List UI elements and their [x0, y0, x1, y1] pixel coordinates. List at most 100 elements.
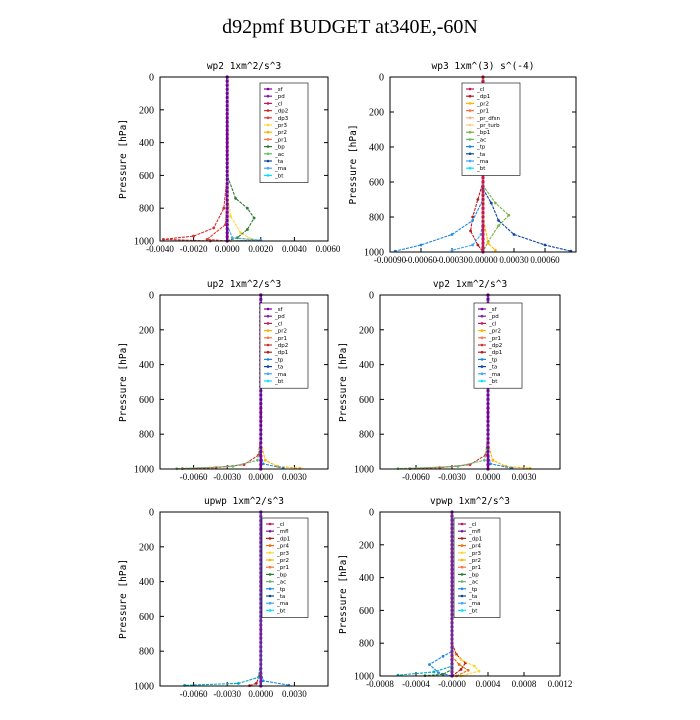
legend-entry: _bp	[274, 145, 285, 151]
legend-marker	[468, 166, 472, 170]
profile-marker	[259, 410, 263, 415]
series-point	[459, 668, 463, 671]
legend-entry: _dp1	[468, 536, 482, 542]
profile-marker	[259, 415, 263, 419]
legend-entry: _dp1	[488, 350, 502, 356]
x-tick-label: -0.0008	[366, 679, 394, 689]
profile-marker	[450, 584, 454, 588]
legend-marker	[266, 350, 270, 354]
profile-marker	[450, 617, 454, 621]
legend-entry: _sf	[488, 307, 498, 313]
profile-marker	[225, 182, 229, 186]
profile-marker	[225, 87, 229, 91]
legend-entry: _cl	[276, 522, 285, 528]
profile-marker	[259, 297, 263, 301]
profile-marker	[450, 592, 454, 596]
legend-entry: _cl	[488, 321, 497, 327]
legend-entry: _bp	[276, 572, 287, 578]
legend-entry: _ta	[274, 365, 283, 371]
series-point	[254, 681, 258, 685]
x-tick-label: -0.0040	[146, 244, 174, 254]
series-point	[489, 201, 493, 205]
profile-marker	[259, 575, 263, 579]
legend-marker	[268, 537, 272, 540]
y-axis-label: Pressure [hPa]	[338, 554, 349, 634]
profile-marker	[259, 389, 263, 393]
profile-marker	[486, 410, 490, 415]
legend-entry: _dp1	[276, 536, 290, 542]
y-tick-label: 200	[139, 325, 154, 336]
series-line	[176, 295, 262, 470]
profile-marker	[259, 423, 263, 428]
profile-marker	[259, 445, 263, 449]
profile-marker	[481, 224, 485, 228]
legend-entry: _dp1	[476, 94, 490, 100]
plot-frame	[389, 76, 577, 253]
legend-entry: _bt	[274, 379, 284, 385]
profile-marker	[225, 95, 229, 100]
profile-marker	[259, 545, 263, 549]
legend-marker	[468, 130, 472, 134]
profile-marker	[259, 640, 263, 645]
legend-marker	[266, 109, 270, 112]
x-tick-label: 0.0000	[476, 472, 501, 482]
legend-marker	[268, 544, 272, 547]
y-tick-label: 1000	[354, 672, 374, 683]
legend-marker	[266, 94, 270, 98]
legend-marker	[460, 609, 464, 612]
series-point	[237, 681, 240, 685]
series-point	[437, 671, 440, 675]
series-point	[486, 241, 490, 245]
legend-marker	[266, 166, 270, 170]
profile-marker	[225, 116, 229, 120]
series-line	[205, 77, 228, 242]
legend-marker	[480, 336, 484, 340]
series-point	[419, 243, 423, 247]
series-point	[491, 458, 495, 462]
legend-marker	[266, 152, 270, 156]
series-point	[205, 237, 209, 241]
panel-title: wp2 1xm^2/s^3	[207, 61, 281, 72]
legend-entry: _ma	[476, 159, 488, 165]
profile-marker	[259, 397, 263, 401]
legend-entry: _tp	[488, 357, 498, 363]
legend-entry: _pr4	[468, 544, 482, 550]
profile-marker	[225, 223, 229, 227]
legend-entry: _ac	[276, 580, 286, 586]
legend-marker	[266, 102, 270, 105]
profile-marker	[259, 632, 263, 636]
profile-marker	[259, 658, 263, 662]
profile-marker	[225, 112, 229, 116]
y-tick-label: 200	[359, 325, 374, 336]
profile-marker	[481, 241, 485, 245]
x-tick-label: 0.00000	[468, 255, 498, 265]
profile-marker	[259, 532, 263, 536]
plot-frame	[159, 294, 329, 470]
legend-marker	[268, 558, 272, 562]
profile-marker	[259, 549, 263, 553]
profile-marker	[259, 553, 263, 558]
series-point	[212, 226, 216, 230]
y-tick-label: 600	[139, 171, 154, 182]
legend-entry: _bt	[488, 379, 498, 385]
series-point	[245, 206, 249, 210]
profile-marker	[481, 228, 485, 232]
profile-marker	[259, 606, 263, 610]
legend-entry: _ta	[488, 365, 497, 371]
profile-marker	[450, 612, 454, 617]
series-point	[428, 663, 431, 666]
series-point	[161, 237, 165, 241]
x-tick-label: 0.0000	[248, 472, 273, 482]
legend-marker	[268, 522, 272, 526]
legend-entry: _tp	[274, 357, 284, 363]
legend-marker	[266, 145, 270, 148]
y-tick-label: 800	[139, 204, 154, 215]
profile-marker	[259, 562, 263, 566]
profile-marker	[259, 649, 263, 653]
legend-entry: _cl	[468, 522, 477, 528]
legend-marker	[268, 601, 272, 605]
legend-marker	[268, 529, 272, 533]
profile-marker	[259, 454, 263, 458]
legend-marker	[468, 102, 472, 105]
y-tick-label: 400	[359, 573, 374, 584]
